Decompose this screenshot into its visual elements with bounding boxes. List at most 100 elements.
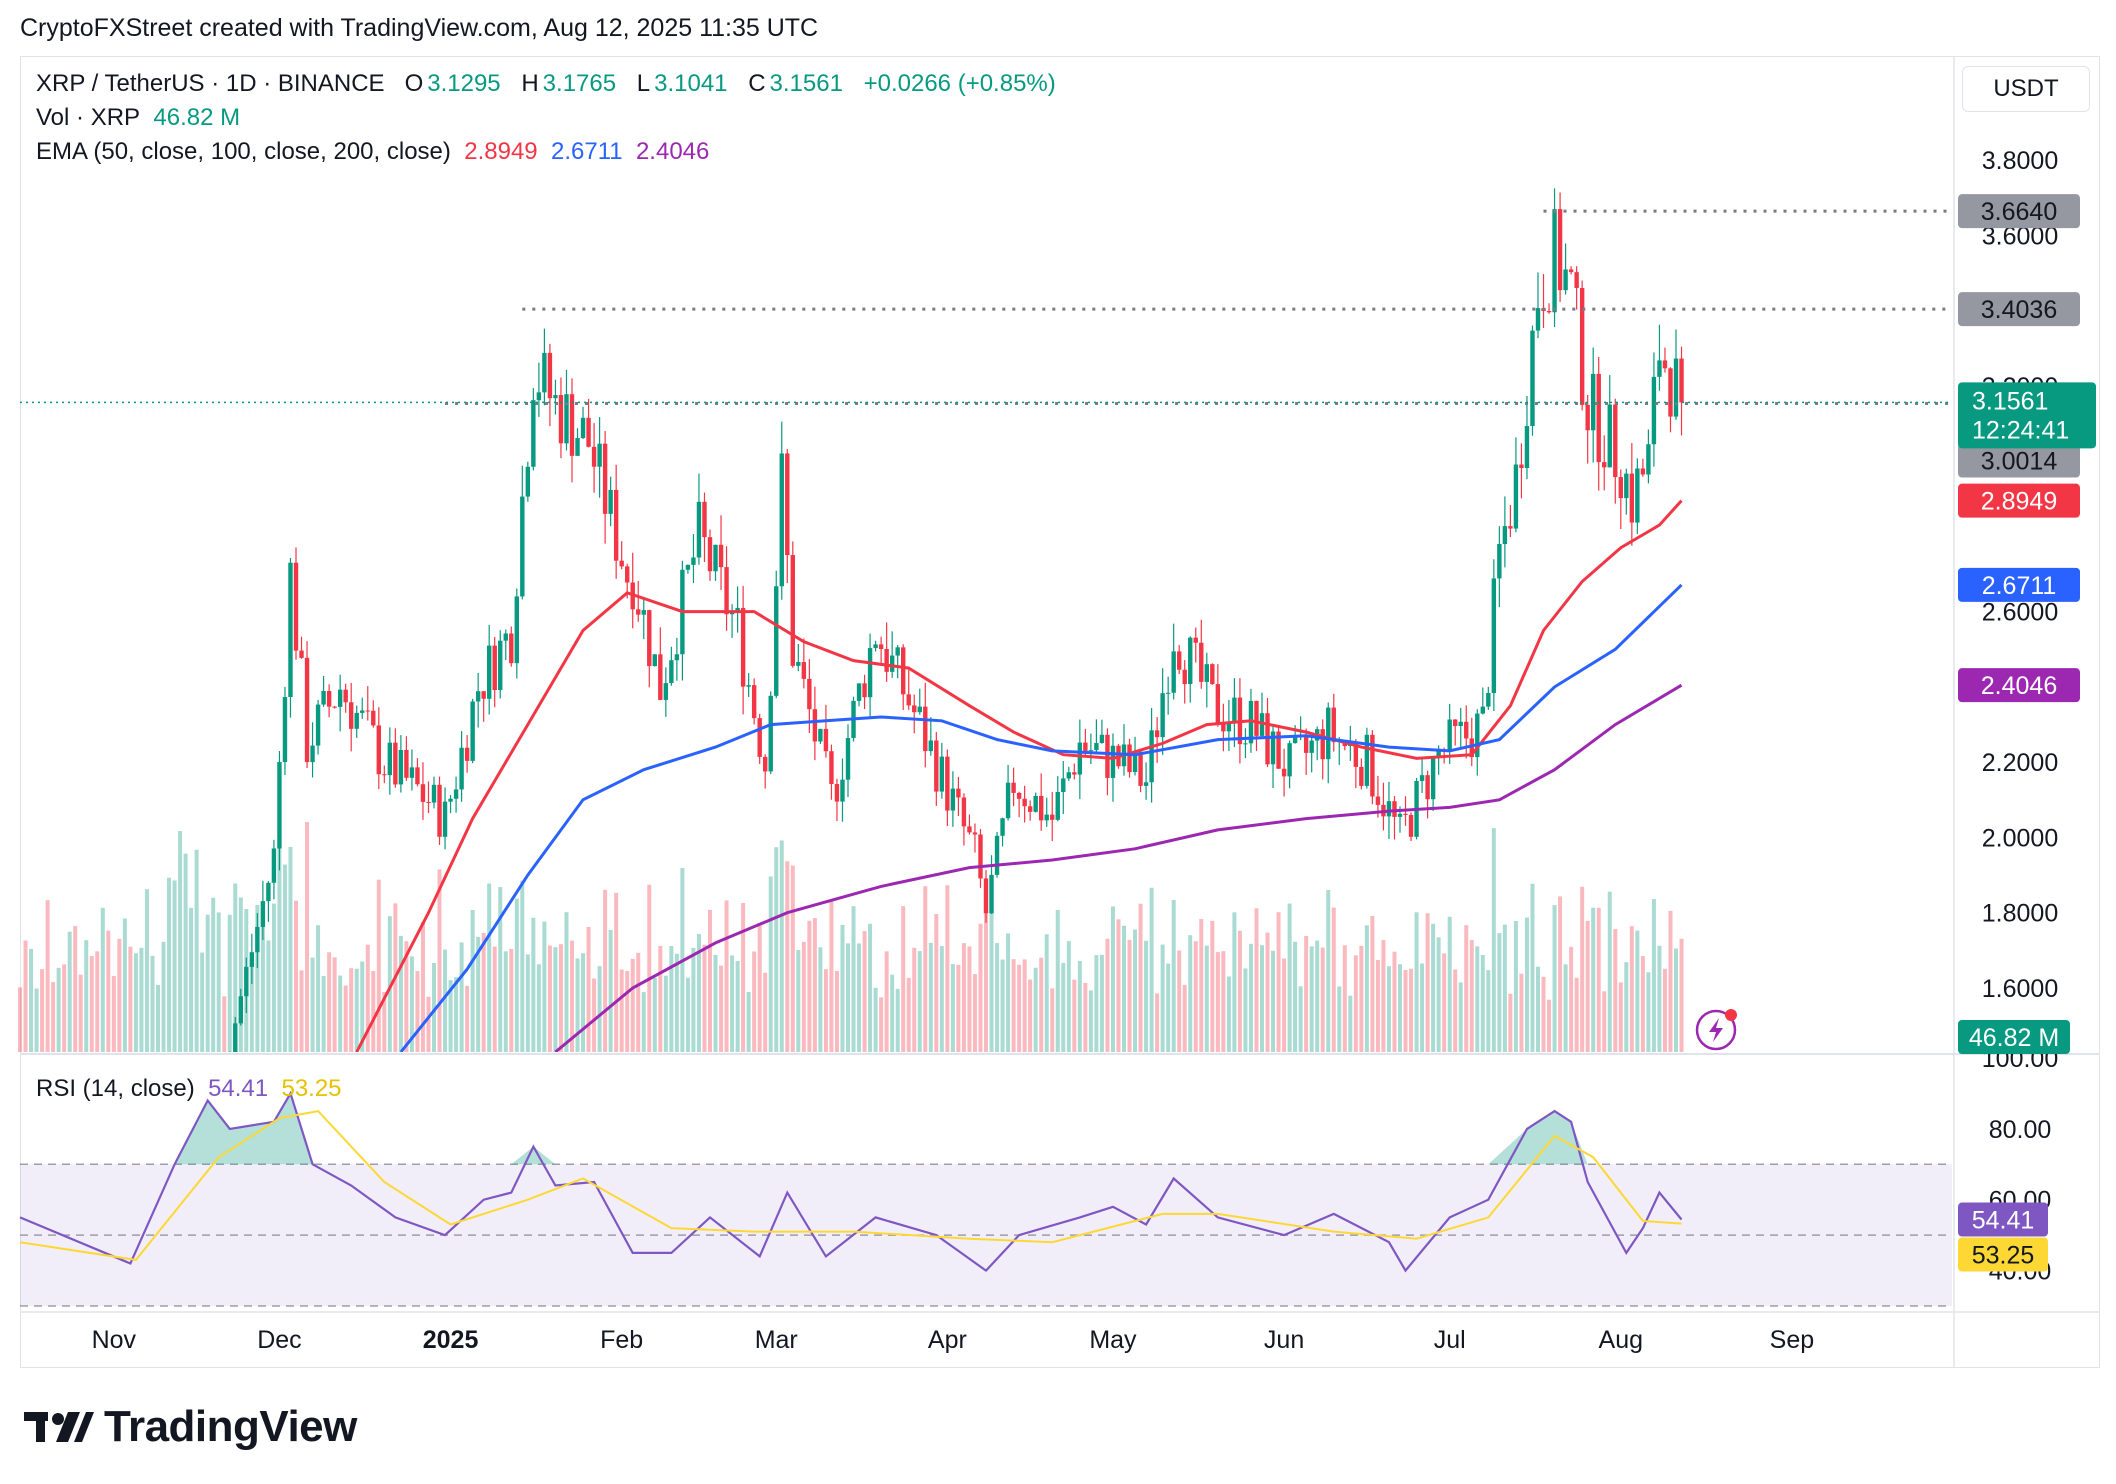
tag-ema100-bg[interactable] xyxy=(1958,567,2080,602)
volume-bar xyxy=(282,864,287,1052)
volume-bar xyxy=(1668,910,1673,1052)
volume-bar xyxy=(1585,920,1590,1052)
ema200-line[interactable] xyxy=(554,683,1683,1052)
tag-level-3: 3.0014 xyxy=(1981,448,2058,476)
volume-bar xyxy=(901,906,906,1052)
volume-bar xyxy=(928,942,933,1052)
currency-unit-button[interactable]: USDT xyxy=(1962,66,2090,112)
candle-body xyxy=(156,1381,160,1382)
candle-body xyxy=(321,690,326,705)
volume-bar xyxy=(1679,938,1684,1052)
candle-body xyxy=(1132,751,1138,773)
ema100-line[interactable] xyxy=(399,583,1683,1052)
volume-bar xyxy=(299,970,304,1052)
volume-label[interactable]: Vol · XRP xyxy=(36,104,141,131)
candle-body xyxy=(161,1377,165,1381)
tag-current-price-bg[interactable] xyxy=(1958,382,2096,449)
candles-group xyxy=(156,188,1684,1382)
volume-bar xyxy=(1425,913,1430,1052)
ema50-line[interactable] xyxy=(355,499,1683,1052)
volume-bar xyxy=(812,918,817,1052)
tag-level-3-bg[interactable] xyxy=(1958,443,2080,478)
volume-bar xyxy=(1331,907,1336,1052)
volume-bar xyxy=(752,951,757,1052)
volume-bar xyxy=(161,941,166,1052)
candle-body xyxy=(674,654,680,661)
volume-bar xyxy=(89,956,94,1052)
candle-body xyxy=(619,560,624,567)
volume-bar xyxy=(1409,968,1414,1052)
candle-body xyxy=(856,683,862,701)
candle-body xyxy=(1193,637,1198,643)
candle-body xyxy=(1524,426,1530,468)
candle-body xyxy=(939,756,945,792)
symbol-title[interactable]: XRP / TetherUS · 1D · BINANCE xyxy=(36,70,385,97)
volume-bar xyxy=(1282,958,1287,1052)
volume-bar xyxy=(757,923,762,1052)
rsi-label[interactable]: RSI (14, close) xyxy=(36,1075,195,1102)
volume-bar xyxy=(1077,960,1082,1052)
candle-body xyxy=(1270,731,1276,765)
volume-bar xyxy=(1138,903,1143,1052)
candle-body xyxy=(751,685,757,719)
candle-body xyxy=(1419,775,1425,781)
volume-bar xyxy=(294,900,298,1052)
candle-body xyxy=(415,767,420,785)
volume-bar xyxy=(1000,959,1005,1052)
tradingview-logo[interactable]: TradingView xyxy=(24,1402,357,1452)
candle-body xyxy=(702,501,707,538)
rsi-ma-line[interactable] xyxy=(19,1110,1682,1261)
tag-resistance-mid-bg[interactable] xyxy=(1958,292,2080,327)
rsi-line[interactable] xyxy=(19,1090,1683,1273)
volume-bar xyxy=(321,975,326,1052)
volume-bar xyxy=(316,925,321,1052)
volume-bar xyxy=(51,982,56,1052)
volume-bar xyxy=(1237,930,1242,1052)
volume-bar xyxy=(222,996,227,1052)
candle-body xyxy=(371,710,376,726)
time-axis-label: Sep xyxy=(1770,1326,1814,1354)
candle-body xyxy=(354,712,359,729)
volume-bar xyxy=(172,880,177,1052)
candle-body xyxy=(282,697,288,763)
volume-bar xyxy=(288,846,293,1052)
candle-body xyxy=(1657,360,1662,377)
lightning-bolt-glyph xyxy=(1709,1018,1723,1042)
candle-body xyxy=(1182,669,1187,685)
candle-body xyxy=(989,874,994,914)
tag-ema50-bg[interactable] xyxy=(1958,483,2080,518)
candle-body xyxy=(1602,462,1607,468)
tag-ema200-bg[interactable] xyxy=(1958,668,2080,703)
volume-bar xyxy=(205,914,210,1052)
volume-bar xyxy=(1105,938,1110,1052)
candle-body xyxy=(934,740,939,792)
volume-bar xyxy=(978,923,983,1052)
volume-bar xyxy=(801,941,806,1052)
tag-resistance-high-bg[interactable] xyxy=(1958,194,2080,229)
candle-body xyxy=(1099,734,1105,744)
candle-body xyxy=(542,352,547,393)
volume-bar xyxy=(868,923,873,1052)
ema-label[interactable]: EMA (50, close, 100, close, 200, close) xyxy=(36,138,451,165)
volume-bar xyxy=(1110,906,1115,1052)
volume-bar xyxy=(1193,941,1198,1052)
volume-bar xyxy=(558,944,563,1052)
candle-body xyxy=(233,1023,238,1052)
candle-body xyxy=(1453,719,1458,726)
candle-body xyxy=(1568,269,1574,273)
volume-bar xyxy=(133,953,138,1052)
volume-bar xyxy=(1287,903,1292,1052)
candle-body xyxy=(1607,404,1612,468)
candle-body xyxy=(1232,697,1237,723)
candle-body xyxy=(1364,734,1370,786)
volume-bar xyxy=(1513,921,1518,1052)
candle-body xyxy=(1386,801,1392,817)
volume-bar xyxy=(238,897,243,1052)
candle-body xyxy=(1651,376,1657,445)
candle-body xyxy=(613,489,619,561)
volume-bar xyxy=(592,978,597,1052)
volume-bar xyxy=(144,889,149,1052)
volume-bar xyxy=(1635,930,1640,1052)
